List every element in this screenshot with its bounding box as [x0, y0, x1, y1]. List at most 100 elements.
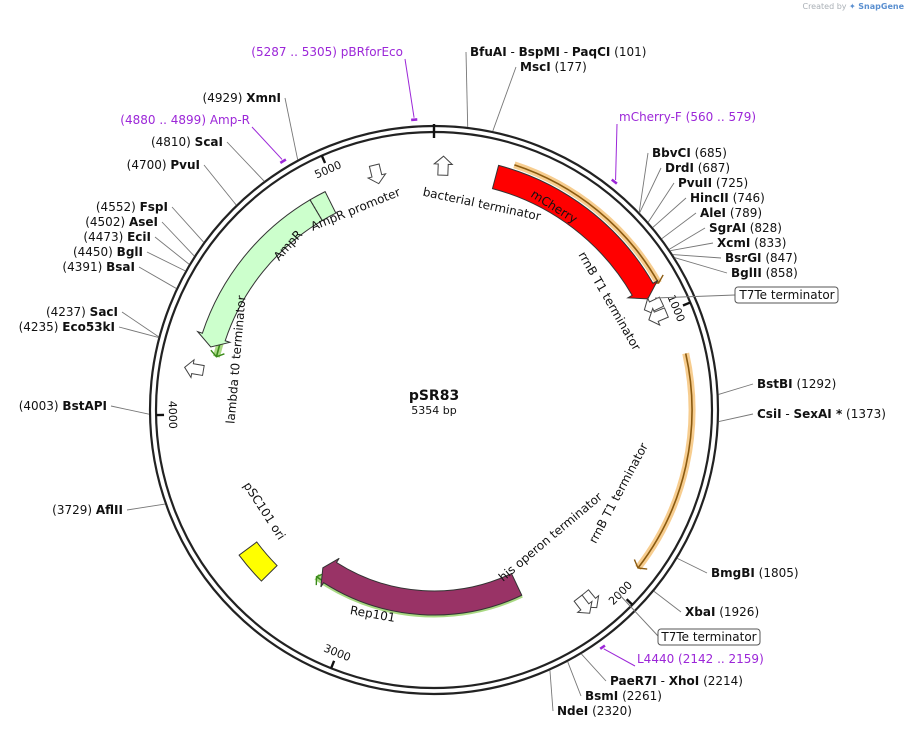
- enzyme-label-fspi: (4552) FspI: [96, 200, 168, 214]
- enzyme-label-bgli: (4450) BglI: [73, 245, 143, 259]
- orange-arc-core-0: [514, 164, 660, 284]
- enzyme-label-msci: MscI (177): [520, 60, 587, 74]
- primer-sites: (5287 .. 5305) pBRforEco (4880 .. 4899) A…: [120, 45, 764, 667]
- enzyme-sites: BfuAI - BspMI - PaqCI (101)MscI (177) Bbv…: [19, 45, 886, 718]
- enzyme-ndei: NdeI (2320): [549, 670, 632, 718]
- plasmid-name: pSR83: [409, 388, 459, 404]
- enzyme-csii: CsiI - SexAI * (1373): [718, 407, 886, 422]
- enzyme-bmgbi: BmgBI (1805): [677, 557, 799, 580]
- ampr-promoter-divider: [309, 199, 323, 221]
- enzyme-bsmi: BsmI (2261): [567, 661, 662, 703]
- t7te-box-1: T7Te terminator: [654, 286, 839, 304]
- enzyme-bstapi: (4003) BstAPI: [19, 399, 150, 415]
- enzyme-label-bfuai: BfuAI - BspMI - PaqCI (101): [470, 45, 646, 59]
- enzyme-hincii: HincII (746): [652, 191, 765, 228]
- enzyme-label-pvui: (4700) PvuI: [127, 158, 200, 172]
- primer-label-amp-r: (4880 .. 4899) Amp-R: [120, 113, 250, 127]
- enzyme-bgli: (4450) BglI: [73, 245, 186, 272]
- enzyme-label-bsai: (4391) BsaI: [62, 260, 135, 274]
- t7te-box-2: T7Te terminator: [616, 591, 761, 646]
- enzyme-bglii: BglII (858): [674, 257, 798, 280]
- enzyme-msci: MscI (177): [492, 60, 587, 132]
- enzyme-label-aflii: (3729) AflII: [52, 503, 123, 517]
- terminator-glyph-0: [366, 163, 387, 185]
- enzyme-label-xcmi: XcmI (833): [717, 236, 786, 250]
- tick-1000: [682, 301, 691, 307]
- enzyme-label-hincii: HincII (746): [690, 191, 765, 205]
- enzyme-label-bbvci: BbvCI (685): [652, 146, 727, 160]
- terminator-glyph-1: [432, 155, 454, 176]
- primer-label-mcherry-f: mCherry-F (560 .. 579): [619, 110, 756, 124]
- enzyme-bsrgi: BsrGI (847): [672, 251, 798, 265]
- enzyme-paer7i: PaeR7I - XhoI (2214): [581, 653, 743, 688]
- enzyme-label-bsmi: BsmI (2261): [585, 689, 662, 703]
- orange-arc-core-1: [637, 353, 693, 569]
- enzyme-xbai: XbaI (1926): [653, 590, 759, 619]
- snapgene-credit: Created by ✦ SnapGene: [802, 2, 904, 11]
- feature-ampr-promoter: [309, 190, 337, 222]
- enzyme-label-ecii: (4473) EciI: [83, 230, 151, 244]
- enzyme-label-xmni: (4929) XmnI: [203, 91, 281, 105]
- enzyme-aflii: (3729) AflII: [52, 503, 166, 517]
- enzyme-eco53ki: (4235) Eco53kI: [19, 320, 159, 338]
- enzyme-xcmi: XcmI (833): [670, 236, 786, 252]
- feature-arrows: [196, 164, 659, 616]
- enzyme-bbvci: BbvCI (685): [638, 146, 727, 213]
- green-arc-head-0: [315, 572, 325, 586]
- enzyme-drdi: DrdI (687): [639, 161, 730, 213]
- enzyme-label-bstbi: BstBI (1292): [757, 377, 836, 391]
- feature-rep101: [320, 557, 523, 616]
- enzyme-bsai: (4391) BsaI: [62, 260, 177, 289]
- enzyme-pvuii: PvuII (725): [647, 176, 748, 223]
- enzyme-xmni: (4929) XmnI: [203, 91, 299, 160]
- terminator-glyph-6: [573, 594, 593, 614]
- enzyme-label-xbai: XbaI (1926): [685, 605, 759, 619]
- enzyme-label-bmgbi: BmgBI (1805): [711, 566, 799, 580]
- created-by-text: Created by: [802, 2, 847, 11]
- t7te-label-2: T7Te terminator: [660, 630, 756, 644]
- primer-pbrforeco: (5287 .. 5305) pBRforEco: [251, 45, 418, 122]
- enzyme-pvui: (4700) PvuI: [127, 158, 237, 206]
- t7te-label-1: T7Te terminator: [738, 288, 834, 302]
- tick-label-3000: 3000: [322, 642, 353, 664]
- enzyme-label-ndei: NdeI (2320): [557, 704, 632, 718]
- primer-label-pbrforeco: (5287 .. 5305) pBRforEco: [251, 45, 403, 59]
- enzyme-label-saci: (4237) SacI: [46, 305, 118, 319]
- tick-label-4000: 4000: [166, 401, 180, 429]
- snapgene-brand: SnapGene: [858, 2, 904, 11]
- enzyme-asei: (4502) AseI: [85, 215, 195, 257]
- enzyme-fspi: (4552) FspI: [96, 200, 204, 243]
- orange-arc-head-1: [633, 559, 648, 570]
- enzyme-label-eco53ki: (4235) Eco53kI: [19, 320, 115, 334]
- feature-ampr: [196, 199, 323, 348]
- enzyme-label-bstapi: (4003) BstAPI: [19, 399, 107, 413]
- feature-mcherry: [491, 164, 659, 300]
- enzyme-label-csii: CsiI - SexAI * (1373): [757, 407, 886, 421]
- tick-5000: [320, 155, 327, 164]
- enzyme-bstbi: BstBI (1292): [718, 377, 836, 395]
- tick-3000: [330, 660, 336, 669]
- green-arc-head-1: [210, 349, 225, 358]
- enzyme-label-scai: (4810) ScaI: [151, 135, 223, 149]
- primer-mcherry-f: mCherry-F (560 .. 579): [610, 110, 756, 185]
- enzyme-label-pvuii: PvuII (725): [678, 176, 748, 190]
- tick-label-5000: 5000: [313, 158, 344, 181]
- primer-l4440: L4440 (2142 .. 2159): [599, 644, 764, 667]
- terminator-glyphs: [183, 155, 669, 614]
- plasmid-size: 5354 bp: [411, 404, 456, 417]
- enzyme-alei: AleI (789): [661, 206, 762, 240]
- primer-amp-r: (4880 .. 4899) Amp-R: [120, 113, 287, 164]
- enzyme-ecii: (4473) EciI: [83, 230, 190, 265]
- enzyme-saci: (4237) SacI: [46, 305, 159, 338]
- orange-arc-1: [635, 352, 696, 571]
- snapgene-logo-icon: ✦: [849, 2, 856, 11]
- enzyme-label-alei: AleI (789): [700, 206, 762, 220]
- enzyme-bfuai: BfuAI - BspMI - PaqCI (101): [465, 45, 646, 128]
- primer-label-l4440: L4440 (2142 .. 2159): [637, 652, 764, 666]
- feature-psc101-ori: [238, 541, 278, 582]
- enzyme-label-bglii: BglII (858): [731, 266, 798, 280]
- enzyme-label-paer7i: PaeR7I - XhoI (2214): [610, 674, 743, 688]
- enzyme-label-sgrai: SgrAI (828): [709, 221, 782, 235]
- terminator-glyph-4: [183, 358, 205, 379]
